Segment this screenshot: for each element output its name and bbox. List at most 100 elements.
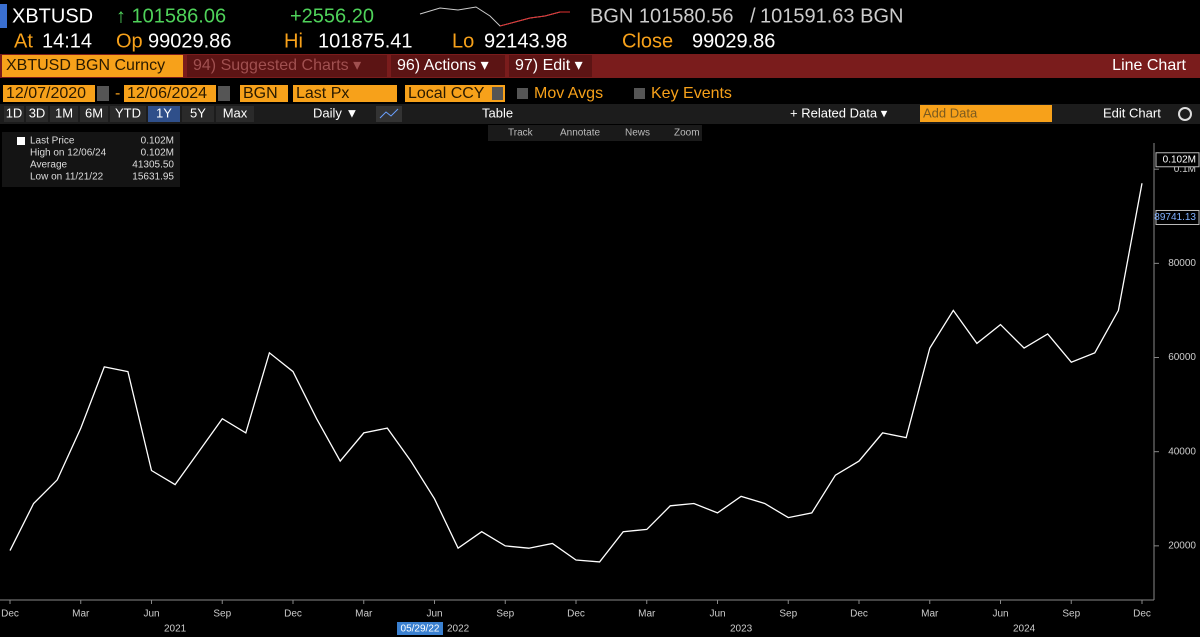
input[interactable] — [405, 85, 505, 102]
mov-avgs[interactable]: Mov Avgs — [534, 85, 603, 102]
price-tag-box — [1155, 152, 1200, 168]
legend-label: High on 12/06/24 — [30, 148, 107, 159]
legend-swatch — [17, 137, 25, 145]
x-tick-label: Jun — [426, 609, 442, 620]
x-tick-label: Sep — [1062, 609, 1080, 620]
frequency[interactable]: Daily ▼ — [313, 105, 358, 120]
legend-value: 41305.50 — [132, 160, 174, 171]
calendar-icon[interactable] — [97, 86, 109, 101]
input[interactable] — [920, 105, 1052, 122]
field[interactable]: Last Px — [296, 85, 349, 102]
security[interactable]: XBTUSD BGN Curncy — [6, 57, 165, 74]
value: 14:14 — [42, 30, 92, 52]
year-label: 2022 — [447, 624, 470, 635]
x-tick-label: Jun — [709, 609, 725, 620]
x-tick-label: Sep — [496, 609, 514, 620]
y-tick-label: 0.1M — [1174, 164, 1196, 175]
period-label[interactable]: Max — [223, 105, 248, 120]
tool[interactable]: Annotate — [560, 128, 600, 139]
year-label: 2024 — [1013, 624, 1036, 635]
period-label[interactable]: 5Y — [190, 105, 206, 120]
x-tick-label: Sep — [779, 609, 797, 620]
period-button[interactable] — [110, 106, 146, 122]
dropdown-icon[interactable] — [492, 87, 503, 100]
ticker: XBTUSD — [12, 5, 93, 27]
label: Op — [116, 30, 143, 52]
input[interactable] — [124, 85, 216, 102]
period-label[interactable]: YTD — [115, 105, 141, 120]
label: Lo — [452, 30, 474, 52]
tool[interactable]: Track — [508, 128, 534, 139]
menu-button[interactable] — [391, 55, 505, 77]
actions[interactable]: 96) Actions ▾ — [397, 57, 489, 74]
period-label[interactable]: 3D — [29, 105, 46, 120]
period-button[interactable] — [216, 106, 254, 122]
legend — [2, 132, 180, 187]
menu-button[interactable] — [187, 55, 387, 77]
period-button[interactable] — [182, 106, 214, 122]
period-label[interactable]: 1M — [55, 105, 73, 120]
last-price: ↑ 101586.06 — [116, 5, 226, 27]
period-button[interactable] — [80, 106, 108, 122]
edit-chart[interactable]: Edit Chart — [1103, 105, 1161, 120]
menu-button[interactable] — [509, 55, 592, 77]
period-button[interactable] — [50, 106, 78, 122]
start-date[interactable]: 12/07/2020 — [6, 85, 86, 102]
ask: 101591.63 BGN — [760, 5, 903, 27]
table[interactable]: Table — [482, 105, 513, 120]
checkbox[interactable] — [634, 88, 645, 99]
legend-label: Average — [30, 160, 68, 171]
value: 99029.86 — [692, 30, 775, 52]
label: Close — [622, 30, 673, 52]
legend-value: 0.102M — [141, 148, 174, 159]
period-label[interactable]: 1Y — [156, 105, 172, 120]
value: 99029.86 — [148, 30, 231, 52]
label: Hi — [284, 30, 303, 52]
end-date[interactable]: 12/06/2024 — [127, 85, 207, 102]
x-tick-label: Mar — [921, 609, 939, 620]
year-label: 2021 — [164, 624, 187, 635]
period-label[interactable]: 1D — [6, 105, 23, 120]
period-button[interactable] — [4, 106, 24, 122]
key-events[interactable]: Key Events — [651, 85, 732, 102]
checkbox[interactable] — [517, 88, 528, 99]
period-button[interactable] — [26, 106, 48, 122]
calendar-icon[interactable] — [218, 86, 230, 101]
input[interactable] — [293, 85, 397, 102]
edit[interactable]: 97) Edit ▾ — [515, 57, 583, 74]
price-tag: 89741.13 — [1154, 212, 1196, 223]
currency[interactable]: Local CCY — [408, 85, 485, 102]
settings-icon[interactable] — [1178, 107, 1192, 121]
ticker-marker — [0, 4, 7, 28]
x-tick-label: Mar — [355, 609, 373, 620]
sparkline-recent — [499, 11, 570, 27]
y-tick-label: 60000 — [1168, 352, 1196, 363]
chart-kind: Line Chart — [1112, 57, 1186, 74]
period-button[interactable] — [148, 106, 180, 122]
tool[interactable]: Zoom — [674, 128, 700, 139]
legend-value: 15631.95 — [132, 172, 174, 183]
x-tick-label: Dec — [850, 609, 868, 620]
price-tag-box — [1155, 209, 1200, 225]
related-data[interactable]: + Related Data ▾ — [790, 105, 888, 120]
input[interactable] — [3, 85, 95, 102]
period-label[interactable]: 6M — [85, 105, 103, 120]
label: At — [14, 30, 33, 52]
separator: / — [750, 5, 756, 27]
source[interactable]: BGN — [243, 85, 278, 102]
add-data[interactable]: Add Data — [923, 105, 978, 120]
dash: - — [115, 85, 120, 102]
x-tick-label: Mar — [638, 609, 656, 620]
x-tick-label: Jun — [143, 609, 159, 620]
tool-bar — [488, 125, 702, 141]
x-tick-label: Dec — [1, 609, 19, 620]
tool[interactable]: News — [625, 128, 650, 139]
cursor-tag — [397, 622, 443, 635]
suggested-charts[interactable]: 94) Suggested Charts ▾ — [193, 57, 361, 74]
security-box[interactable] — [2, 55, 183, 77]
input[interactable] — [240, 85, 288, 102]
value: 101875.41 — [318, 30, 413, 52]
line-icon-glyph — [379, 108, 399, 119]
legend-label: Low on 11/21/22 — [30, 172, 104, 183]
